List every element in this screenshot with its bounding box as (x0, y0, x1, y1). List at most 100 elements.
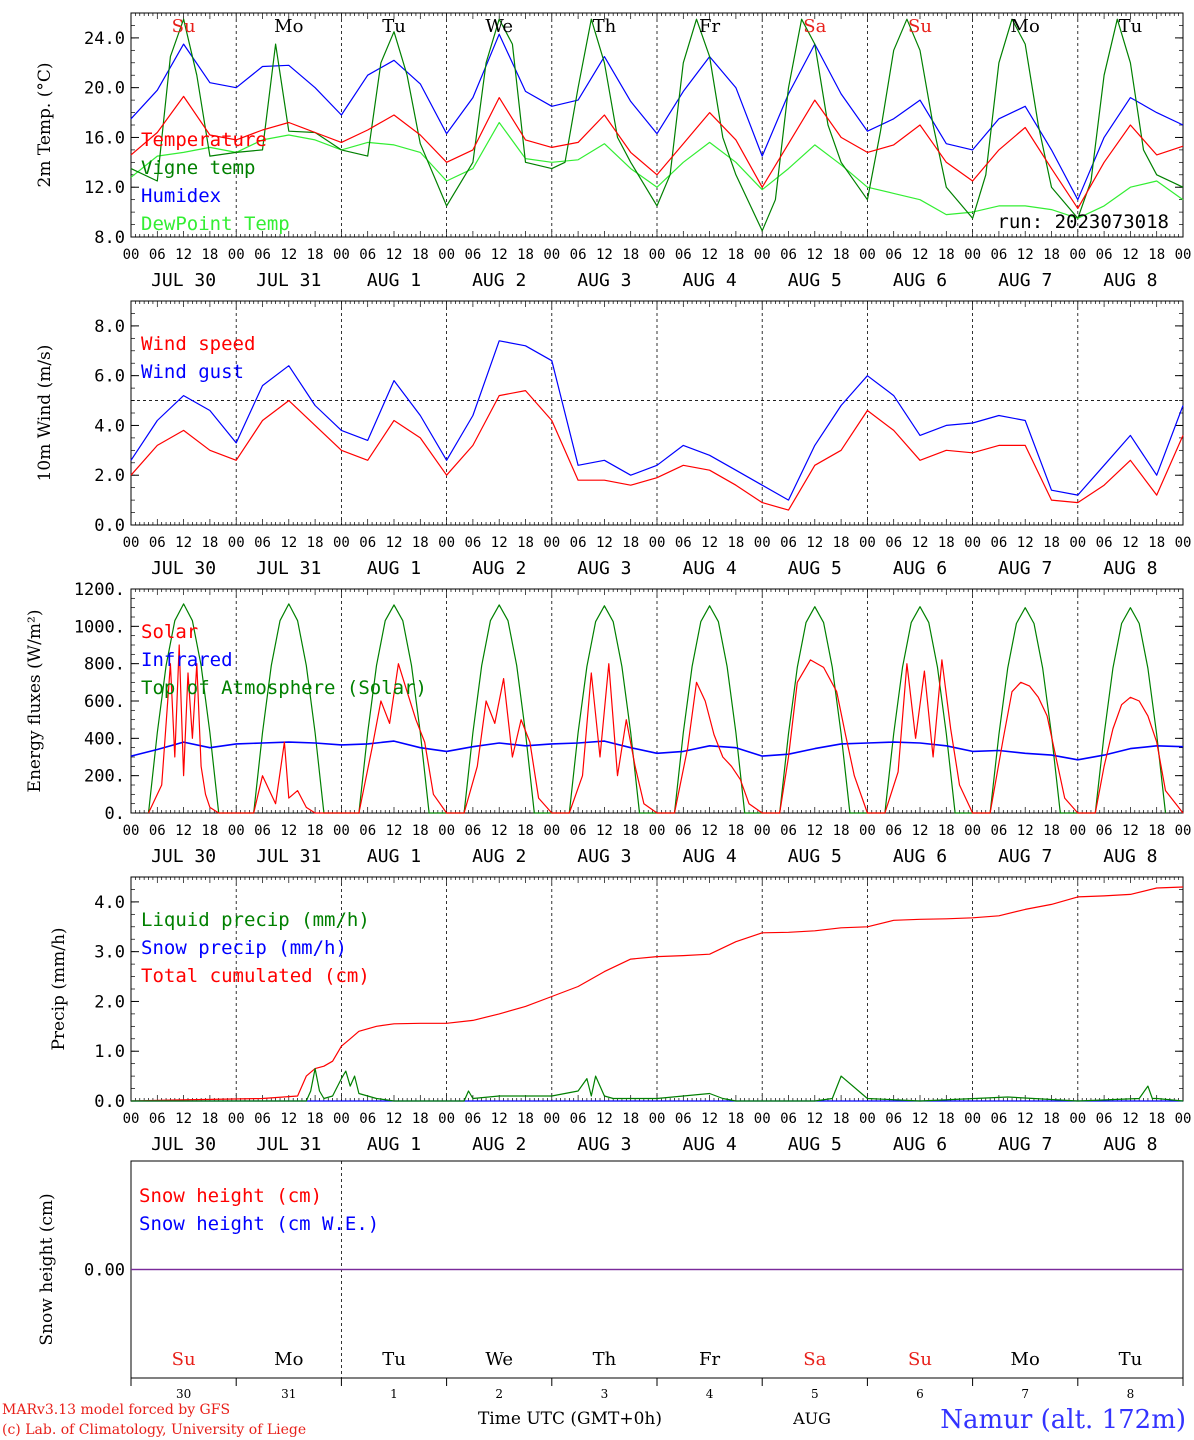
hour-tick-label: 00 (1175, 823, 1192, 839)
hour-tick-label: 00 (964, 535, 981, 551)
hour-tick-label: 18 (1043, 1111, 1060, 1127)
y-axis-label: 2m Temp. (°C) (35, 62, 55, 187)
day-label: AUG 3 (577, 1134, 631, 1155)
hour-tick-label: 00 (333, 823, 350, 839)
hour-tick-label: 18 (727, 535, 744, 551)
hour-tick-label: 06 (464, 823, 481, 839)
hour-tick-label: 12 (806, 535, 823, 551)
hour-tick-label: 00 (754, 535, 771, 551)
hour-tick-label: 00 (333, 535, 350, 551)
hour-tick-label: 18 (622, 247, 639, 263)
day-number-label: 30 (176, 1387, 191, 1401)
hour-tick-label: 00 (543, 535, 560, 551)
hour-tick-label: 00 (649, 1111, 666, 1127)
hour-tick-label: 18 (1043, 247, 1060, 263)
hour-tick-label: 06 (990, 1111, 1007, 1127)
y-tick-label: 2.0 (94, 992, 125, 1012)
day-label: AUG 1 (367, 1134, 421, 1155)
hour-tick-label: 12 (806, 247, 823, 263)
legend-entry: Humidex (141, 185, 221, 207)
hour-tick-label: 12 (386, 535, 403, 551)
hour-tick-label: 00 (1175, 535, 1192, 551)
hour-tick-label: 18 (307, 1111, 324, 1127)
hour-tick-label: 18 (412, 823, 429, 839)
hour-tick-label: 18 (1043, 535, 1060, 551)
legend-entry: Snow height (cm W.E.) (139, 1213, 379, 1235)
y-tick-label: 0. (105, 804, 125, 824)
hour-tick-label: 18 (833, 535, 850, 551)
weekday-label: Tu (382, 1349, 406, 1370)
hour-tick-label: 12 (596, 247, 613, 263)
hour-tick-label: 06 (885, 247, 902, 263)
hour-tick-label: 18 (938, 535, 955, 551)
hour-tick-label: 12 (175, 247, 192, 263)
hour-tick-label: 06 (254, 1111, 271, 1127)
hour-tick-label: 06 (990, 247, 1007, 263)
day-label: AUG 7 (998, 558, 1052, 579)
model-credit: MARv3.13 model forced by GFS (2, 1402, 230, 1418)
hour-tick-label: 12 (280, 823, 297, 839)
legend-entry: DewPoint Temp (141, 213, 290, 235)
day-label: AUG 4 (683, 846, 737, 867)
day-label: AUG 2 (472, 1134, 526, 1155)
weekday-label: Fr (699, 1349, 720, 1370)
y-axis-label: 10m Wind (m/s) (35, 345, 55, 482)
panel-2: 0.0 2.0 4.0 6.0 8.0 10m Wind (m/s) Wind speed W… (35, 300, 1192, 579)
hour-tick-label: 06 (780, 247, 797, 263)
weekday-label: Th (593, 16, 617, 37)
legend-entry: Top of Atmosphere (Solar) (141, 677, 427, 699)
y-tick-label: 6.0 (94, 367, 125, 387)
day-label: AUG 6 (893, 1134, 947, 1155)
hour-tick-label: 12 (1017, 247, 1034, 263)
y-tick-label: 1000. (74, 617, 125, 637)
hour-tick-label: 12 (1122, 823, 1139, 839)
hour-tick-label: 00 (543, 1111, 560, 1127)
y-tick-label: 8.0 (94, 317, 125, 337)
hour-tick-label: 12 (491, 535, 508, 551)
hour-tick-label: 00 (438, 823, 455, 839)
day-label: AUG 1 (367, 270, 421, 291)
hour-tick-label: 00 (123, 823, 140, 839)
panel-4: 0.0 1.0 2.0 3.0 4.0 Precip (mm/h) Liquid preci… (49, 876, 1191, 1155)
y-tick-label: 24.0 (84, 29, 125, 49)
hour-tick-label: 18 (938, 823, 955, 839)
hour-tick-label: 12 (806, 823, 823, 839)
hour-tick-label: 06 (464, 535, 481, 551)
hour-tick-label: 00 (123, 535, 140, 551)
day-label: JUL 30 (151, 270, 216, 291)
hour-tick-label: 12 (912, 1111, 929, 1127)
hour-tick-label: 18 (517, 823, 534, 839)
plot-frame (130, 300, 1184, 526)
hour-tick-label: 00 (543, 823, 560, 839)
y-tick-label: 0.0 (94, 1092, 125, 1112)
y-tick-label: 4.0 (94, 893, 125, 913)
hour-tick-label: 06 (570, 1111, 587, 1127)
series-line-infrared (130, 740, 1184, 761)
hour-tick-label: 06 (675, 247, 692, 263)
legend-entry: Solar (141, 621, 198, 643)
hour-tick-label: 12 (491, 1111, 508, 1127)
hour-tick-label: 18 (622, 535, 639, 551)
hour-tick-label: 12 (1122, 535, 1139, 551)
day-label: AUG 7 (998, 846, 1052, 867)
y-axis-label: Snow height (cm) (37, 1193, 57, 1345)
hour-tick-label: 18 (201, 823, 218, 839)
hour-tick-label: 06 (1096, 823, 1113, 839)
hour-tick-label: 18 (307, 823, 324, 839)
day-label: AUG 1 (367, 846, 421, 867)
hour-tick-label: 18 (517, 535, 534, 551)
y-tick-label: 600. (84, 692, 125, 712)
series-line-solar (147, 644, 1184, 814)
day-label: AUG 3 (577, 270, 631, 291)
hour-tick-label: 00 (754, 247, 771, 263)
weekday-label: Tu (1119, 1349, 1143, 1370)
hour-tick-label: 00 (543, 247, 560, 263)
hour-tick-label: 18 (412, 1111, 429, 1127)
hour-tick-label: 12 (386, 247, 403, 263)
series-line-humidex (130, 33, 1184, 201)
y-tick-label: 800. (84, 655, 125, 675)
station-label: Namur (alt. 172m) (940, 1405, 1186, 1435)
legend-entry: Liquid precip (mm/h) (141, 909, 370, 931)
hour-tick-label: 18 (307, 247, 324, 263)
hour-tick-label: 12 (280, 535, 297, 551)
